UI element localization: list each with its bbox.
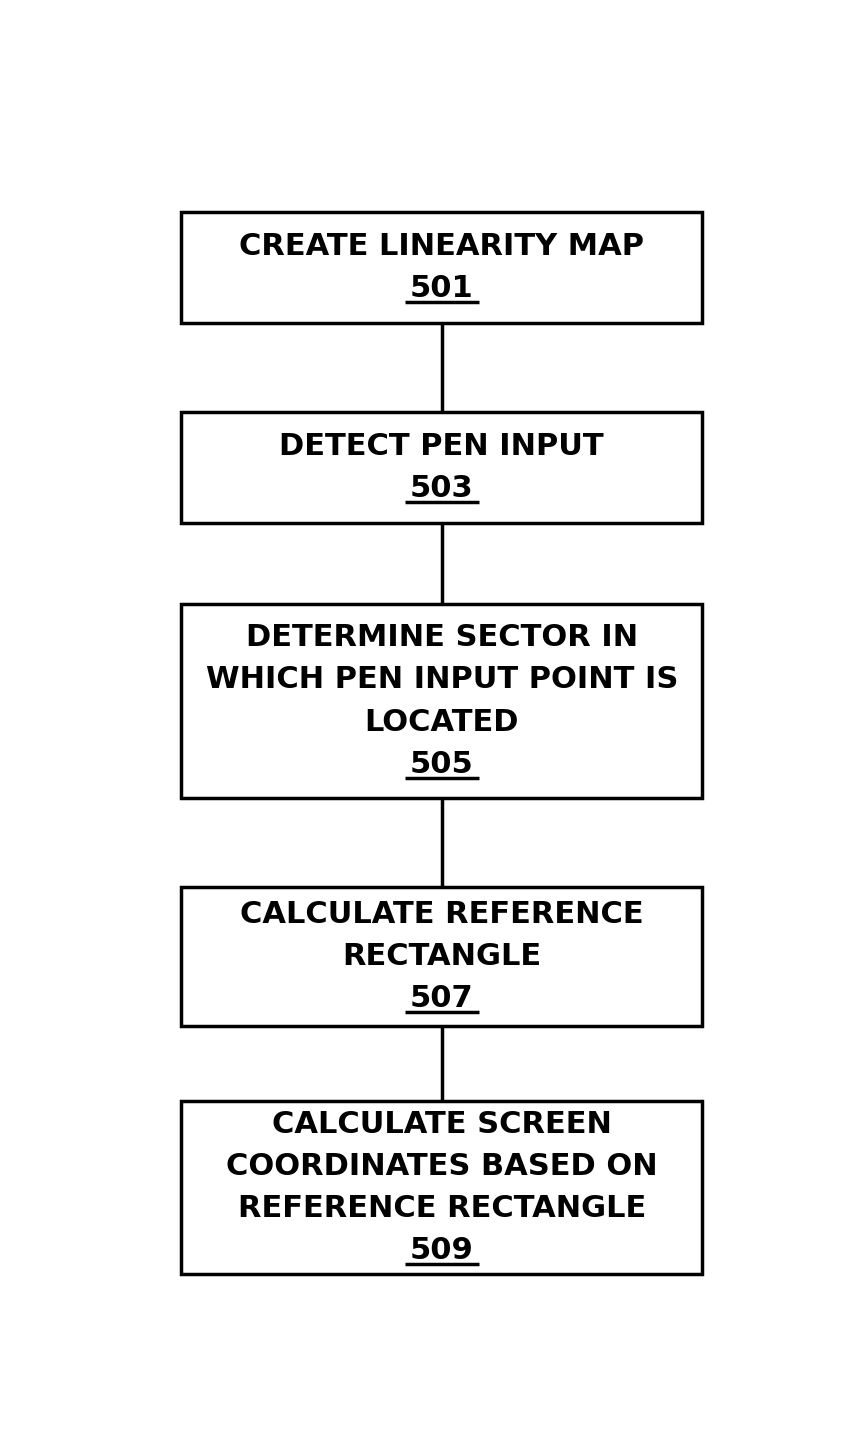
Bar [181,603,702,798]
Text: 505: 505 [410,750,473,779]
Text: WHICH PEN INPUT POINT IS: WHICH PEN INPUT POINT IS [206,665,677,694]
Text: COORDINATES BASED ON: COORDINATES BASED ON [226,1152,657,1180]
Text: DETECT PEN INPUT: DETECT PEN INPUT [279,431,604,460]
Text: CREATE LINEARITY MAP: CREATE LINEARITY MAP [239,232,643,261]
Bar [181,413,702,524]
Text: 503: 503 [410,475,473,504]
Bar [181,887,702,1026]
Text: 509: 509 [409,1237,474,1266]
Text: REFERENCE RECTANGLE: REFERENCE RECTANGLE [238,1195,645,1224]
Bar [181,212,702,323]
Text: DETERMINE SECTOR IN: DETERMINE SECTOR IN [245,623,637,652]
Text: 501: 501 [410,274,473,303]
Text: RECTANGLE: RECTANGLE [342,942,541,971]
Text: 507: 507 [410,984,473,1013]
Bar [181,1101,702,1274]
Text: CALCULATE SCREEN: CALCULATE SCREEN [271,1110,611,1139]
Text: LOCATED: LOCATED [364,707,518,736]
Text: CALCULATE REFERENCE: CALCULATE REFERENCE [239,900,643,929]
